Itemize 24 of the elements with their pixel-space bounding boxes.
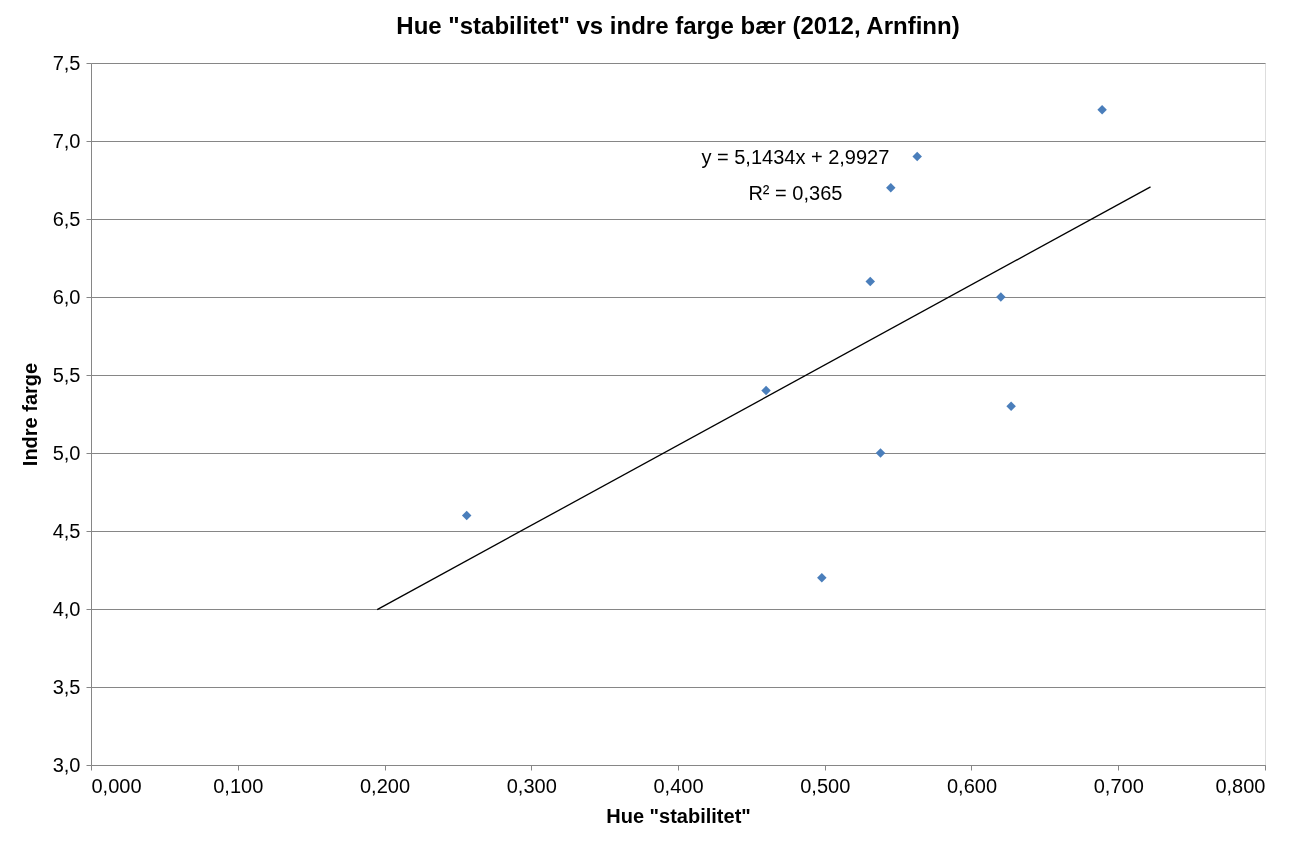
x-tick-label: 0,400 [653,774,704,797]
y-tick-label: 6,0 [52,285,81,308]
chart-title: Hue "stabilitet" vs indre farge bær (2012, Arnfinn) [396,12,960,39]
y-tick-label: 5,5 [52,363,81,386]
y-tick-label: 7,5 [52,51,81,74]
y-tick-label: 6,5 [52,207,81,230]
x-tick-label: 0,300 [506,774,557,797]
y-tick-label: 5,0 [52,441,81,464]
x-tick-label: 0,100 [213,774,264,797]
x-tick-label: 0,000 [91,774,142,797]
x-tick-label: 0,800 [1215,774,1266,797]
x-tick-label: 0,500 [800,774,851,797]
x-axis-title: Hue "stabilitet" [606,804,751,827]
annotation: y = 5,1434x + 2,9927 [701,145,890,168]
y-tick-label: 4,0 [52,597,81,620]
annotation: R² = 0,365 [748,181,843,204]
y-axis-title: Indre farge [18,362,41,467]
y-tick-label: 7,0 [52,129,81,152]
y-tick-label: 3,5 [52,675,81,698]
y-tick-label: 4,5 [52,519,81,542]
x-tick-label: 0,600 [946,774,998,797]
x-tick-label: 0,200 [359,774,411,797]
x-tick-label: 0,700 [1093,774,1144,797]
y-tick-label: 3,0 [52,753,81,776]
